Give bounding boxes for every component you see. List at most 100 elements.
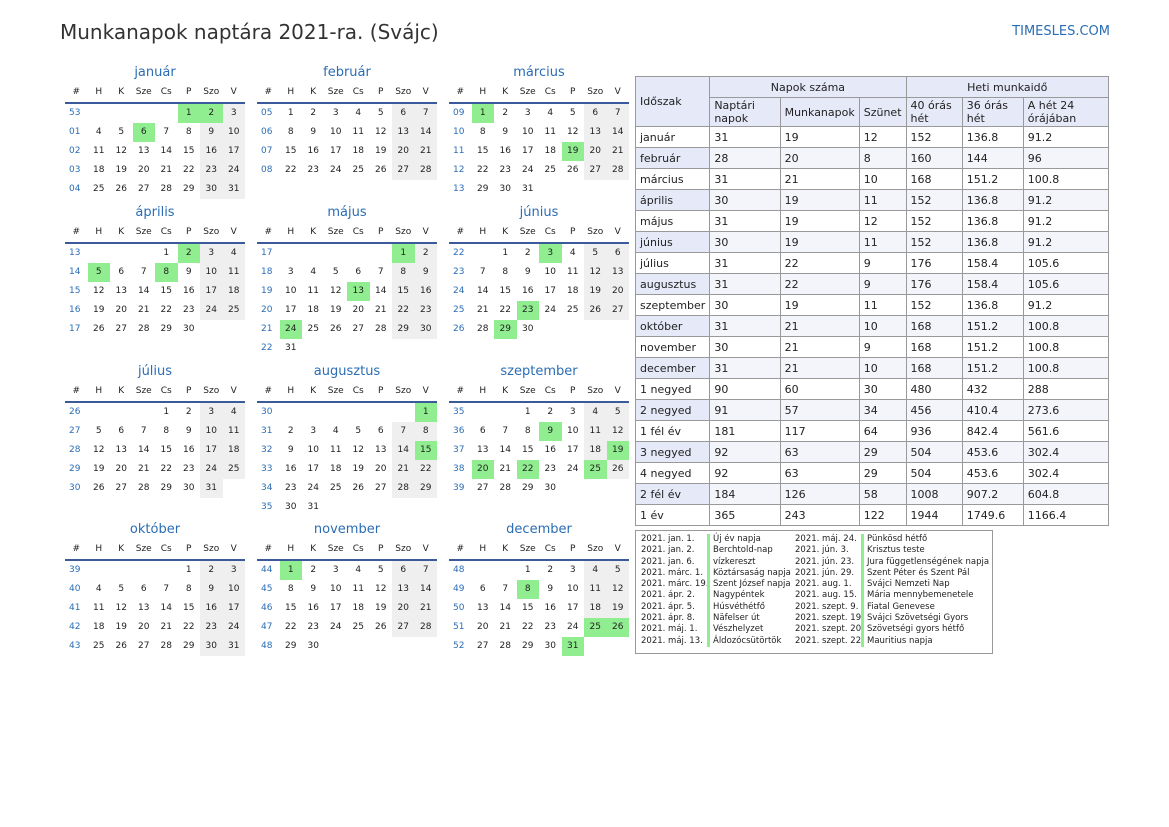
day-cell: 14: [138, 445, 150, 455]
value-cell: 176: [905, 252, 963, 274]
week-number: 30: [69, 483, 81, 493]
week-row: 37 13 14 15 16 17 18 19: [449, 441, 629, 460]
week-number: 35: [453, 407, 465, 417]
holiday-column-2: 2021. máj. 24. Pünkösd hétfő 2021. jún. 3.…: [795, 534, 989, 650]
day-cell: 26: [330, 324, 342, 334]
week-row: 52 27 28 29 30 31: [449, 637, 629, 656]
month-name: október: [129, 522, 181, 537]
value-cell: 92: [709, 462, 781, 484]
day-cell: 24: [330, 622, 342, 632]
day-cell: 28: [392, 479, 415, 498]
day-cell: 11: [584, 580, 607, 599]
value-cell: 136.8: [961, 231, 1024, 253]
holiday-date: 2021. jan. 6.: [641, 556, 695, 567]
day-cell: 9: [414, 263, 437, 282]
day-cell: 29: [477, 184, 489, 194]
header-days: Napok száma: [709, 76, 907, 98]
week-row: 17 26 27 28 29 30: [65, 320, 245, 339]
day-cell: 17: [222, 599, 245, 618]
day-cell: [325, 339, 348, 358]
day-cell: 1: [279, 561, 302, 580]
weekday-label: #: [264, 87, 273, 97]
day-cell: 4: [95, 127, 102, 137]
day-cell: 1: [185, 565, 192, 575]
day-cell: 15: [160, 445, 172, 455]
day-cell: 6: [118, 267, 125, 277]
value-cell: 1166.4: [1022, 504, 1110, 526]
month-calendar: április # H K Sze Cs P Szo V 13 1 2 3 4 14 5 6 7 8 9 10 11 15 1…: [65, 204, 245, 339]
day-cell: 10: [330, 584, 342, 594]
day-cell: 28: [414, 161, 437, 180]
weekday-header: # H K Sze Cs P Szo V: [257, 539, 437, 561]
day-cell: 21: [414, 142, 437, 161]
day-cell: 25: [352, 165, 364, 175]
value-cell: 168: [905, 336, 963, 358]
holiday-name: Áldozócsütörtök: [707, 635, 791, 647]
value-cell: 1008: [905, 483, 963, 505]
day-cell: 13: [375, 445, 387, 455]
weekday-label: P: [186, 386, 192, 396]
day-cell: 20: [584, 142, 607, 161]
day-cell: 24: [567, 464, 579, 474]
day-cell: 27: [115, 483, 127, 493]
day-cell: 6: [392, 561, 415, 580]
day-cell: 12: [115, 603, 127, 613]
value-cell: 22: [779, 273, 860, 295]
day-cell: 22: [183, 165, 195, 175]
day-cell: 3: [287, 267, 294, 277]
day-cell: 2: [310, 108, 317, 118]
day-cell: 6: [355, 267, 362, 277]
day-cell: 4: [569, 248, 576, 258]
weekday-label: H: [287, 544, 295, 554]
day-cell: 29: [183, 184, 195, 194]
day-cell: 14: [392, 441, 415, 460]
value-cell: 21: [779, 315, 860, 337]
day-cell: 9: [287, 445, 294, 455]
day-cell: 21: [138, 305, 150, 315]
week-number: 08: [261, 165, 273, 175]
header-period: Időszak: [634, 76, 711, 127]
week-number: 30: [261, 407, 273, 417]
week-number: 22: [453, 248, 465, 258]
day-cell: 1: [392, 244, 415, 263]
table-row: szeptember 30 19 11 152 136.8 91.2: [634, 294, 1110, 316]
month-calendar: január # H K Sze Cs P Szo V 53 1 2 3 01 4 5 6 7 8 9 10 02 11 12…: [65, 64, 245, 199]
day-cell: 2: [200, 561, 223, 580]
day-cell: 1: [471, 104, 494, 123]
value-cell: 21: [779, 357, 860, 379]
weekday-label: Szo: [587, 386, 604, 396]
day-cell: 23: [183, 305, 195, 315]
week-number: 37: [453, 445, 465, 455]
day-cell: 11: [307, 286, 319, 296]
weekday-label: Cs: [160, 227, 172, 237]
site-link[interactable]: TIMESLES.COM: [1012, 24, 1110, 39]
day-cell: 17: [544, 286, 556, 296]
week-number: 27: [69, 426, 81, 436]
holiday-name: vízkereszt: [707, 556, 791, 568]
day-cell: [302, 244, 325, 263]
value-cell: 151.2: [961, 168, 1024, 190]
week-number: 26: [69, 407, 81, 417]
day-cell: 5: [377, 565, 384, 575]
holiday-date: 2021. aug. 1.: [795, 579, 852, 590]
day-cell: 23: [307, 622, 319, 632]
day-cell: 29: [494, 320, 517, 339]
week-number: 13: [453, 184, 465, 194]
day-cell: [370, 498, 393, 517]
holiday-date: 2021. szept. 20.: [795, 624, 864, 635]
weekday-label: P: [186, 544, 192, 554]
day-cell: 11: [352, 584, 364, 594]
week-row: 07 15 16 17 18 19 20 21: [257, 142, 437, 161]
value-cell: 302.4: [1022, 462, 1110, 484]
day-cell: [392, 403, 415, 422]
day-cell: 15: [183, 146, 195, 156]
day-cell: 10: [544, 267, 556, 277]
day-cell: 7: [163, 584, 170, 594]
day-cell: 8: [185, 127, 192, 137]
day-cell: 14: [499, 603, 511, 613]
holiday-item: 2021. máj. 1. Vészhelyzet: [641, 624, 791, 636]
day-cell: 7: [606, 104, 629, 123]
day-cell: 22: [522, 622, 534, 632]
value-cell: 288: [1022, 378, 1110, 400]
value-cell: 91.2: [1022, 189, 1110, 211]
